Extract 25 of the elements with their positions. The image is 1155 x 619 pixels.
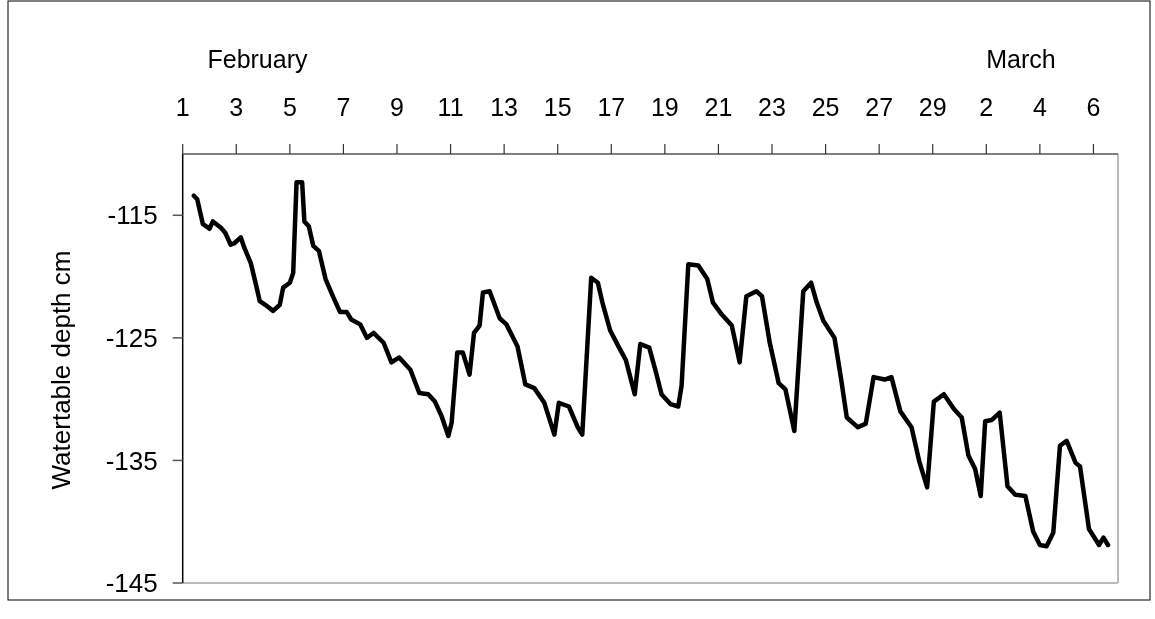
x-tick-label: 19 bbox=[650, 93, 679, 121]
y-axis-title: Watertable depth cm bbox=[46, 250, 76, 490]
y-tick-label: -125 bbox=[105, 322, 158, 353]
x-tick-label: 27 bbox=[865, 93, 894, 121]
x-tick-label: 29 bbox=[918, 93, 947, 121]
x-tick-label: 3 bbox=[229, 93, 244, 121]
x-tick-label: 25 bbox=[811, 93, 840, 121]
x-tick-label: 21 bbox=[704, 93, 733, 121]
x-tick-label: 1 bbox=[175, 93, 190, 121]
x-tick-label: 4 bbox=[1032, 93, 1047, 121]
x-tick-label: 23 bbox=[758, 93, 786, 121]
x-tick-label: 13 bbox=[490, 93, 519, 121]
x-tick-label: 15 bbox=[543, 93, 572, 121]
x-tick-label: 11 bbox=[437, 93, 464, 121]
x-tick-label: 6 bbox=[1086, 93, 1101, 121]
y-tick-label: -115 bbox=[107, 200, 158, 231]
x2-tick-label: February bbox=[207, 45, 308, 73]
x-tick-label: 7 bbox=[336, 93, 351, 121]
x2-tick-label: March bbox=[986, 45, 1056, 73]
y-tick-label: -135 bbox=[105, 445, 158, 476]
y-tick-label: -145 bbox=[105, 568, 158, 599]
x-tick-label: 17 bbox=[597, 93, 626, 121]
x-tick-label: 2 bbox=[979, 93, 994, 121]
x-tick-label: 5 bbox=[282, 93, 297, 121]
x-tick-label: 9 bbox=[390, 93, 404, 121]
